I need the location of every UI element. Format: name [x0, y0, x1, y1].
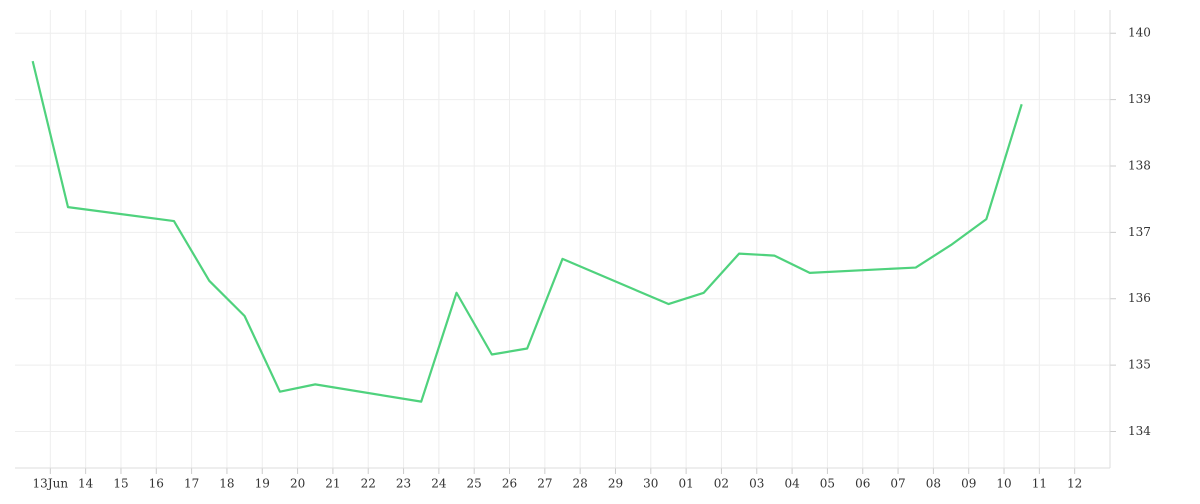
- x-tick-label: 07: [890, 477, 905, 491]
- x-tick-label: 19: [255, 477, 270, 491]
- x-tick-label: 04: [784, 477, 800, 491]
- x-tick-label: 01: [678, 477, 693, 491]
- x-tick-label: 22: [361, 477, 376, 491]
- x-tick-label: 08: [926, 477, 941, 491]
- x-tick-label: 20: [290, 477, 305, 491]
- x-tick-label: 05: [820, 477, 835, 491]
- line-series: [31, 60, 1023, 403]
- x-tick-label: 28: [573, 477, 588, 491]
- x-tick-label: 29: [608, 477, 623, 491]
- x-tick-label: 10: [996, 477, 1011, 491]
- x-tick-label: 14: [78, 477, 94, 491]
- x-tick-label: 26: [502, 477, 517, 491]
- y-tick-label: 137: [1128, 225, 1151, 239]
- y-tick-label: 138: [1128, 158, 1151, 172]
- x-tick-label: 06: [855, 477, 870, 491]
- x-tick-label: 21: [325, 477, 340, 491]
- x-tick-label: 25: [467, 477, 482, 491]
- x-tick-label: 09: [961, 477, 976, 491]
- y-tick-label: 139: [1128, 92, 1151, 106]
- x-tick-label: 13Jun: [33, 477, 69, 491]
- y-tick-label: 140: [1128, 26, 1151, 40]
- x-tick-label: 11: [1032, 477, 1047, 491]
- x-tick-label: 24: [431, 477, 447, 491]
- x-tick-label: 03: [749, 477, 764, 491]
- x-tick-label: 27: [537, 477, 552, 491]
- y-tick-label: 134: [1128, 424, 1151, 438]
- x-tick-label: 30: [643, 477, 658, 491]
- x-tick-label: 15: [113, 477, 128, 491]
- x-tick-label: 16: [149, 477, 164, 491]
- x-tick-label: 18: [219, 477, 234, 491]
- x-tick-label: 02: [714, 477, 729, 491]
- x-tick-label: 12: [1067, 477, 1082, 491]
- y-tick-label: 136: [1128, 291, 1151, 305]
- x-tick-label: 23: [396, 477, 411, 491]
- y-tick-label: 135: [1128, 358, 1151, 372]
- x-tick-label: 17: [184, 477, 199, 491]
